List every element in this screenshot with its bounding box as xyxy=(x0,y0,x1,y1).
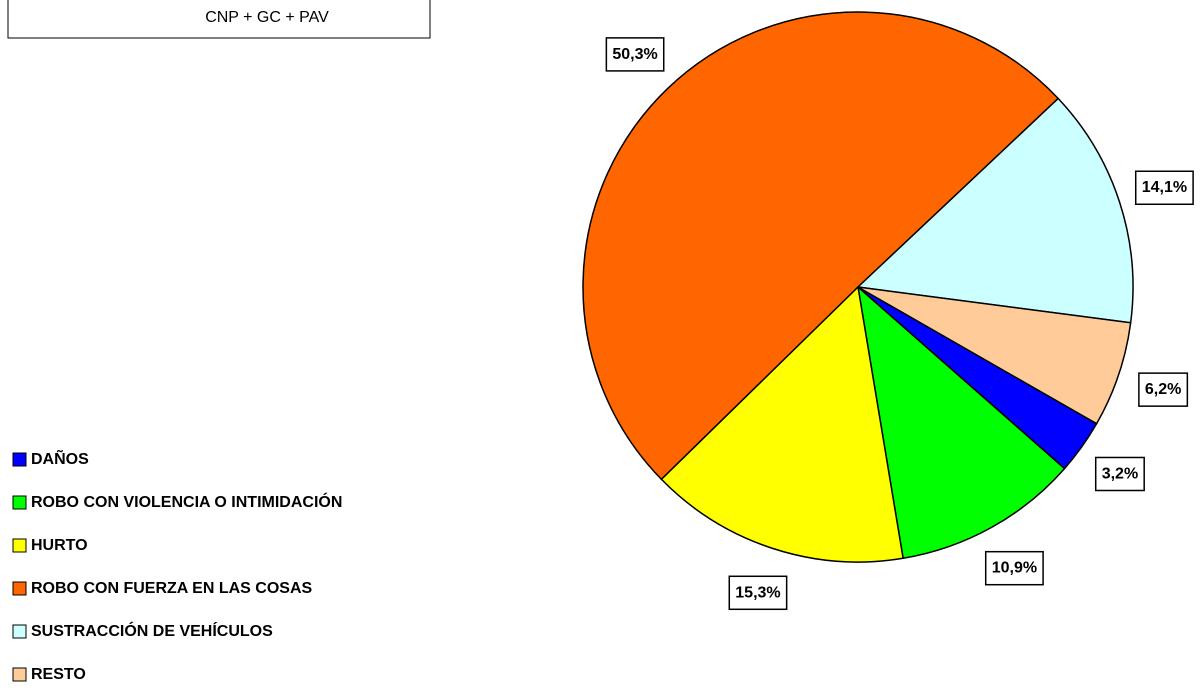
legend-swatch xyxy=(12,538,27,553)
legend-label: RESTO xyxy=(31,666,86,683)
data-label-box xyxy=(984,550,1044,586)
data-label-box xyxy=(1138,372,1189,407)
data-label: 6,2% xyxy=(1145,381,1181,398)
data-label: 50,3% xyxy=(612,46,657,63)
legend-swatch xyxy=(12,452,27,467)
pie-slice xyxy=(857,286,1132,425)
data-label: 15,3% xyxy=(735,584,780,601)
pie-slice xyxy=(660,285,904,563)
pie-slice xyxy=(856,97,1134,324)
data-label-box xyxy=(728,575,788,611)
pie-slice xyxy=(856,285,1066,560)
data-label-box xyxy=(605,37,665,72)
pie-slice xyxy=(582,11,1060,481)
title-box xyxy=(7,0,431,39)
legend-swatch xyxy=(12,667,27,682)
legend-label: ROBO CON VIOLENCIA O INTIMIDACIÓN xyxy=(31,492,342,511)
data-label: 14,1% xyxy=(1142,179,1187,196)
data-label: 3,2% xyxy=(1102,465,1138,482)
legend-label: SUSTRACCIÓN DE VEHÍCULOS xyxy=(31,621,273,640)
data-label-box xyxy=(1134,170,1194,206)
legend-label: HURTO xyxy=(31,537,88,554)
legend-label: ROBO CON FUERZA EN LAS COSAS xyxy=(31,580,313,597)
legend-swatch xyxy=(12,581,27,596)
legend-swatch xyxy=(12,495,27,510)
legend-label: DAÑOS xyxy=(31,448,89,468)
data-label-box xyxy=(1094,456,1145,492)
chart-title: CNP + GC + PAV xyxy=(205,9,329,26)
data-label: 10,9% xyxy=(992,560,1037,577)
legend-swatch xyxy=(12,624,27,639)
